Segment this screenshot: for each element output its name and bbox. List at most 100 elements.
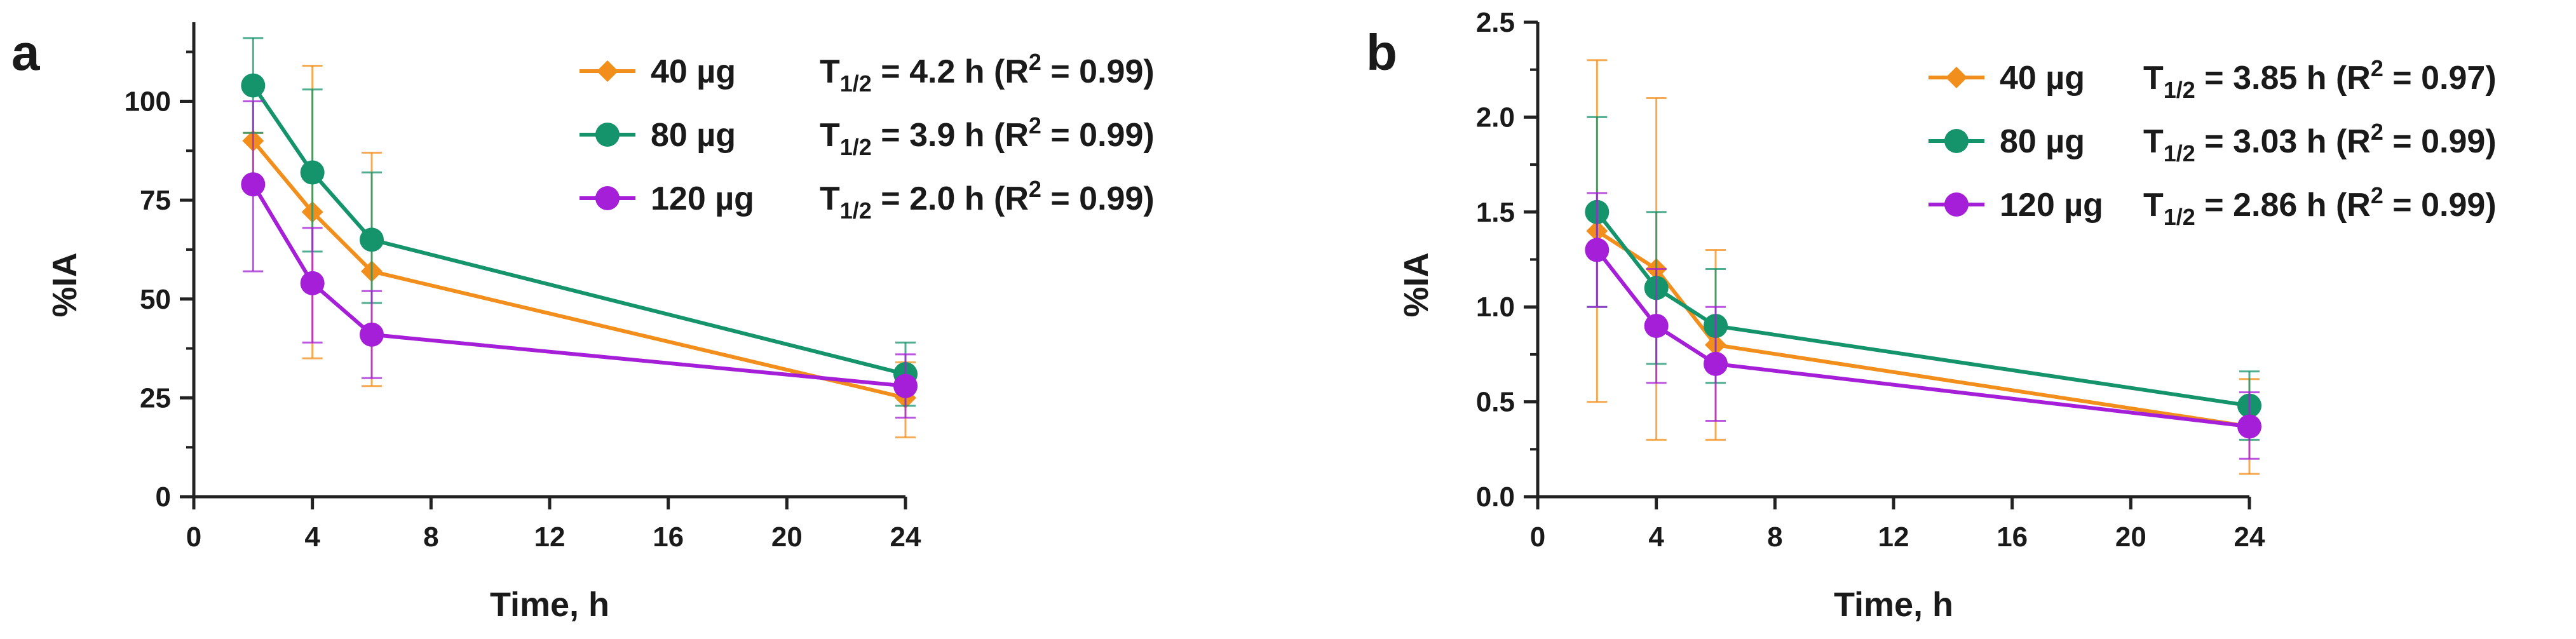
panel-a-x-tick-label: 8 xyxy=(423,521,438,553)
panel-a-fit-subscript: 1/2 xyxy=(840,134,872,160)
panel-a-x-tick-label: 12 xyxy=(534,521,566,553)
panel-b-x-tick-label: 16 xyxy=(1996,521,2028,553)
panel-b-x-tick-label: 8 xyxy=(1767,521,1782,553)
panel-b-legend-marker xyxy=(1946,67,1967,88)
panel-b-y-axis-title: %IA xyxy=(1397,252,1435,317)
panel-b-fit-subscript: 1/2 xyxy=(2164,140,2195,166)
panel-b-x-axis-title: Time, h xyxy=(1834,586,1953,624)
panel-b-legend-label: 40 µg xyxy=(2000,60,2085,97)
panel-a-legend-marker xyxy=(595,123,620,147)
panel-b-series-line xyxy=(1595,210,2250,408)
panel-a-fit-t: T xyxy=(820,180,840,217)
panel-b-x-tick-label: 4 xyxy=(1648,521,1664,553)
panel-a-series-1: 80 µg T1/2 = 3.9 h (R2 = 0.99) xyxy=(241,37,1155,407)
panel-a-x-tick-label: 0 xyxy=(186,521,201,553)
chart-panel-b: b 0 4 8 12 16 20 24 0.0 0.5 1.0 1.5 2.0 2.5 Time, h %IA… xyxy=(1366,7,2497,624)
panel-a-fit-t: T xyxy=(820,117,840,154)
panel-b-legend-label: 80 µg xyxy=(2000,123,2085,160)
panel-a-panel-letter: a xyxy=(11,24,40,81)
panel-b-fit-end: = 0.97) xyxy=(2383,60,2497,97)
panel-b-fit-superscript: 2 xyxy=(2371,182,2383,208)
panel-b-data-point xyxy=(1644,314,1669,339)
panel-b-legend-marker xyxy=(1944,129,1969,153)
panel-b-y-tick-label: 1.5 xyxy=(1476,197,1515,228)
panel-b-x-tick-label: 12 xyxy=(1878,521,1909,553)
panel-a-series-line xyxy=(252,139,906,400)
panel-a-fit-superscript: 2 xyxy=(1029,176,1041,202)
panel-b-y-tick-label: 0.5 xyxy=(1476,387,1515,418)
panel-b-fit-end: = 0.99) xyxy=(2383,123,2497,160)
panel-b-fit-subscript: 1/2 xyxy=(2164,77,2195,103)
panel-b-y-tick-label: 2.5 xyxy=(1476,7,1515,38)
panel-b-y-tick-label: 1.0 xyxy=(1476,292,1515,323)
panel-b-data-point xyxy=(1585,238,1610,262)
panel-b-legend-fit-label: T1/2 = 2.86 h (R2 = 0.99) xyxy=(2143,182,2497,230)
panel-a-y-tick-label: 0 xyxy=(156,481,171,513)
panel-a-fit-subscript: 1/2 xyxy=(840,198,872,224)
panel-b-legend-fit-label: T1/2 = 3.03 h (R2 = 0.99) xyxy=(2143,119,2497,166)
panel-a-fit-subscript: 1/2 xyxy=(840,71,872,97)
panel-b-fit-mid: = 3.85 h (R xyxy=(2195,60,2371,97)
panel-a-legend-marker xyxy=(597,60,618,82)
panel-a-fit-mid: = 2.0 h (R xyxy=(872,180,1029,217)
panel-a-fit-superscript: 2 xyxy=(1029,112,1041,138)
panel-b-fit-end: = 0.99) xyxy=(2383,187,2497,224)
panel-a-legend-fit-label: T1/2 = 3.9 h (R2 = 0.99) xyxy=(820,112,1155,160)
panel-b-fit-mid: = 2.86 h (R xyxy=(2195,187,2371,224)
panel-a-x-tick-label: 24 xyxy=(890,521,921,553)
panel-a-legend-fit-label: T1/2 = 4.2 h (R2 = 0.99) xyxy=(820,49,1155,97)
panel-a-legend-fit-label: T1/2 = 2.0 h (R2 = 0.99) xyxy=(820,176,1155,224)
panel-a-fit-mid: = 3.9 h (R xyxy=(872,117,1029,154)
panel-b-legend-label: 120 µg xyxy=(2000,187,2103,224)
panel-a-legend-label: 80 µg xyxy=(651,117,736,154)
panel-b-series-line xyxy=(1595,248,2250,429)
panel-a-y-tick-label: 25 xyxy=(140,382,171,414)
panel-b-data-point xyxy=(2237,414,2261,439)
panel-a-fit-superscript: 2 xyxy=(1029,49,1041,75)
panel-b-fit-superscript: 2 xyxy=(2371,55,2383,81)
panel-a-legend-marker xyxy=(595,186,620,210)
panel-a-x-tick-label: 16 xyxy=(653,521,684,553)
panel-a-y-tick-label: 75 xyxy=(140,185,171,216)
panel-a-legend-label: 120 µg xyxy=(651,180,754,217)
panel-a-fit-end: = 0.99) xyxy=(1041,180,1155,217)
panel-b-fit-t: T xyxy=(2143,60,2164,97)
panel-a-series-line xyxy=(251,183,906,388)
panel-b-legend-fit-label: T1/2 = 3.85 h (R2 = 0.97) xyxy=(2143,55,2497,103)
panel-a-data-point xyxy=(241,172,266,197)
panel-b-series-1: 80 µg T1/2 = 3.03 h (R2 = 0.99) xyxy=(1585,116,2497,441)
panel-a-data-point xyxy=(893,373,918,398)
panel-a-y-tick-label: 100 xyxy=(125,86,171,118)
panel-a-series-line xyxy=(251,84,906,376)
panel-b-fit-mid: = 3.03 h (R xyxy=(2195,123,2371,160)
panel-a-fit-mid: = 4.2 h (R xyxy=(872,53,1029,90)
panel-b-x-tick-label: 0 xyxy=(1530,521,1545,553)
panel-b-x-tick-label: 24 xyxy=(2234,521,2265,553)
panel-a-series-2: 120 µg T1/2 = 2.0 h (R2 = 0.99) xyxy=(241,100,1155,419)
panel-a-data-point xyxy=(360,227,384,252)
panel-a-fit-t: T xyxy=(820,53,840,90)
panel-b-panel-letter: b xyxy=(1366,24,1397,81)
panel-b-data-point xyxy=(1704,351,1728,376)
panel-a-x-axis-title: Time, h xyxy=(490,586,609,624)
panel-b-legend-marker xyxy=(1944,192,1969,217)
panel-b-x-tick-label: 20 xyxy=(2115,521,2146,553)
panel-b-series-2: 120 µg T1/2 = 2.86 h (R2 = 0.99) xyxy=(1585,182,2497,460)
panel-a-legend-label: 40 µg xyxy=(651,53,736,90)
panel-a-y-tick-label: 50 xyxy=(140,284,171,315)
panel-a-data-point xyxy=(300,271,325,295)
panel-b-series-0: 40 µg T1/2 = 3.85 h (R2 = 0.97) xyxy=(1586,55,2497,475)
panel-a-y-axis-title: %IA xyxy=(46,252,84,317)
panel-b-fit-t: T xyxy=(2143,123,2164,160)
panel-b-y-tick-label: 2.0 xyxy=(1476,102,1515,133)
panel-a-data-point xyxy=(360,322,384,347)
panel-a-fit-end: = 0.99) xyxy=(1041,117,1155,154)
panel-b-fit-t: T xyxy=(2143,187,2164,224)
panel-a-x-tick-label: 4 xyxy=(304,521,320,553)
panel-a-x-tick-label: 20 xyxy=(771,521,803,553)
panel-b-y-tick-label: 0.0 xyxy=(1476,481,1515,513)
panel-a-data-point xyxy=(300,160,325,185)
panel-a-data-point xyxy=(241,73,266,98)
